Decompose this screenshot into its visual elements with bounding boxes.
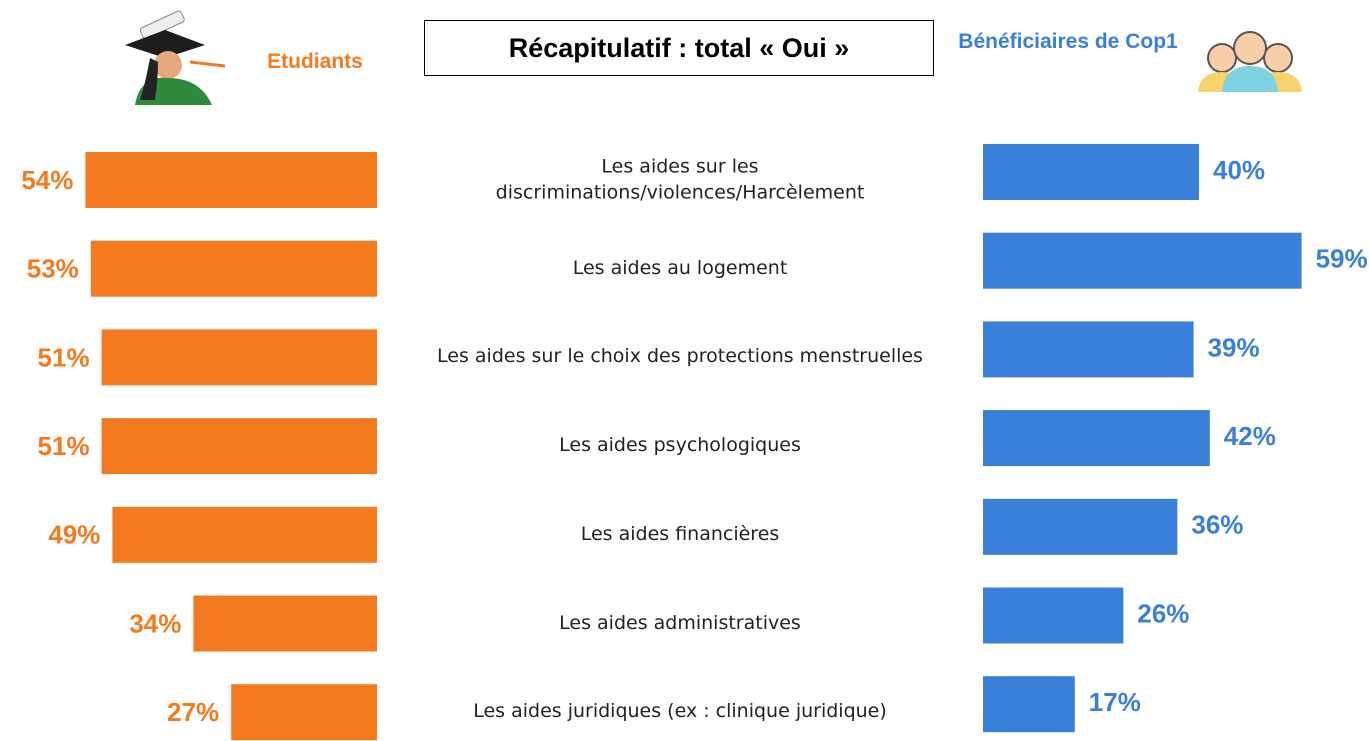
value-label: 40% bbox=[1213, 155, 1265, 185]
value-label: 49% bbox=[48, 520, 100, 550]
bar bbox=[231, 684, 377, 741]
value-label: 42% bbox=[1224, 421, 1276, 451]
value-label: 27% bbox=[167, 697, 219, 727]
bar bbox=[983, 676, 1075, 733]
bar bbox=[983, 232, 1302, 289]
people-icon bbox=[1198, 31, 1302, 92]
value-label: 36% bbox=[1191, 510, 1243, 540]
value-label: 39% bbox=[1208, 332, 1260, 362]
value-label: 26% bbox=[1137, 598, 1189, 628]
legend-label: Etudiants bbox=[267, 50, 363, 73]
value-label: 17% bbox=[1089, 687, 1141, 717]
category-label: Les aides financières bbox=[580, 522, 780, 545]
value-label: 59% bbox=[1316, 244, 1368, 274]
value-label: 51% bbox=[38, 342, 90, 372]
value-label: 53% bbox=[27, 254, 79, 284]
student-icon bbox=[125, 10, 226, 105]
category-label: Les aides sur les discriminations/violen… bbox=[495, 155, 865, 203]
category-label: Les aides juridiques (ex : clinique juri… bbox=[473, 700, 887, 723]
bar bbox=[85, 152, 378, 208]
value-label: 54% bbox=[21, 165, 73, 195]
bar bbox=[90, 240, 378, 297]
chart-title: Récapitulatif : total « Oui » bbox=[424, 20, 934, 76]
bar bbox=[112, 506, 378, 563]
bar bbox=[983, 498, 1178, 555]
bar bbox=[101, 418, 377, 475]
bar bbox=[193, 595, 377, 652]
category-label: Les aides au logement bbox=[572, 256, 788, 279]
category-label: Les aides psychologiques bbox=[559, 434, 801, 457]
category-label: Les aides administratives bbox=[559, 611, 801, 634]
bar bbox=[983, 410, 1210, 467]
legend-label: Bénéficiaires de Cop1 bbox=[958, 30, 1178, 53]
value-label: 51% bbox=[38, 431, 90, 461]
bar bbox=[983, 321, 1194, 378]
value-label: 34% bbox=[129, 608, 181, 638]
category-label: Les aides sur le choix des protections m… bbox=[437, 345, 923, 368]
bar bbox=[983, 144, 1199, 200]
bar bbox=[983, 587, 1124, 644]
bar bbox=[101, 329, 377, 386]
